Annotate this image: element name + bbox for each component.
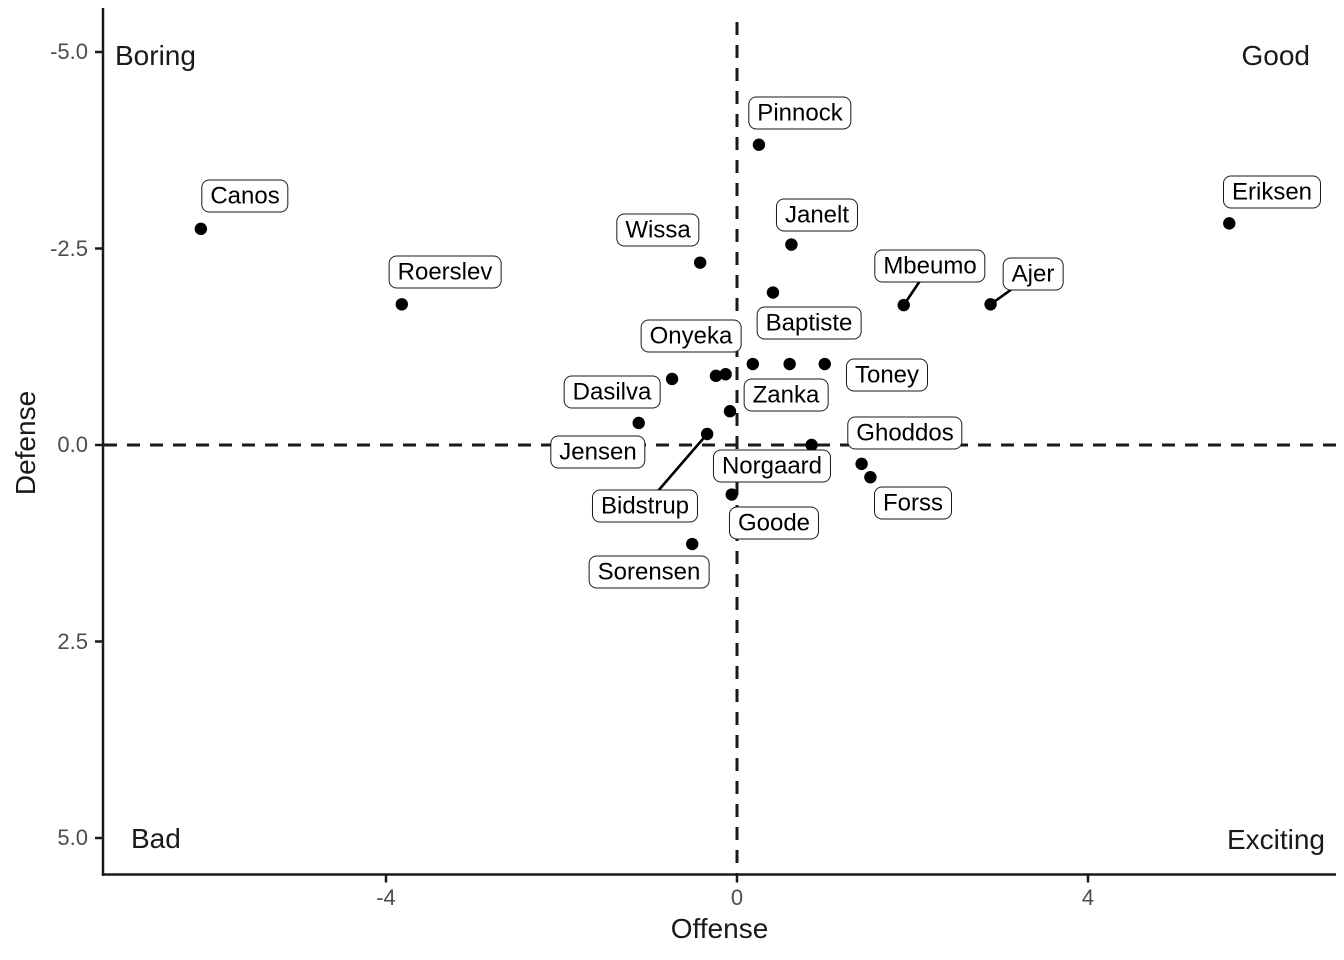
data-point (864, 471, 877, 484)
point-label: Norgaard (712, 449, 832, 483)
point-label: Wissa (616, 213, 700, 247)
data-point (725, 488, 738, 501)
data-point (752, 138, 766, 151)
point-label: Onyeka (640, 319, 742, 353)
point-label: Goode (728, 506, 820, 540)
point-label: Ghoddos (847, 416, 963, 450)
data-point (897, 298, 910, 312)
point-label: Forss (874, 486, 952, 520)
point-label: Toney (845, 358, 929, 392)
point-label: Zanka (743, 378, 829, 412)
y-tick-label: -2.5 (50, 235, 88, 261)
point-label: Eriksen (1222, 175, 1322, 209)
point-label: Mbeumo (874, 249, 986, 283)
data-point (746, 357, 759, 371)
data-point (855, 457, 868, 471)
data-point (686, 537, 699, 551)
data-point (783, 357, 796, 371)
point-label: Ajer (1002, 257, 1064, 291)
point-label: Sorensen (588, 555, 710, 589)
point-label: Canos (201, 179, 289, 213)
point-label: Bidstrup (591, 489, 699, 523)
data-point (818, 357, 831, 371)
point-label: Janelt (775, 198, 859, 232)
y-tick-label: -5.0 (50, 39, 88, 64)
corner-label-good: Good (1241, 40, 1311, 71)
data-point (719, 368, 732, 381)
data-point (785, 238, 798, 251)
corner-label-boring: Boring (115, 40, 196, 71)
data-point (1223, 217, 1236, 230)
data-point (693, 256, 707, 269)
point-label: Roerslev (388, 255, 502, 289)
data-point (766, 286, 780, 299)
corner-label-exciting: Exciting (1226, 824, 1325, 855)
y-tick-label: 2.5 (57, 628, 88, 654)
x-tick-label: -4 (376, 885, 396, 910)
data-point (984, 298, 997, 311)
x-tick-label: 0 (730, 885, 744, 910)
corner-label-bad: Bad (131, 823, 181, 854)
data-point (805, 438, 818, 452)
data-point (632, 416, 645, 430)
data-point (194, 222, 208, 236)
point-label: Baptiste (756, 306, 862, 340)
data-point (723, 405, 737, 418)
x-tick-label: 4 (1081, 885, 1095, 910)
point-label: Dasilva (563, 375, 661, 409)
y-tick-label: 0.0 (57, 432, 88, 457)
y-tick-label: 5.0 (57, 825, 88, 850)
point-label: Jensen (550, 435, 646, 469)
x-axis-title: Offense (670, 913, 769, 944)
data-point (395, 298, 408, 311)
data-point (665, 372, 679, 386)
point-label: Pinnock (748, 96, 852, 130)
data-point (709, 369, 723, 383)
data-point (700, 427, 714, 441)
